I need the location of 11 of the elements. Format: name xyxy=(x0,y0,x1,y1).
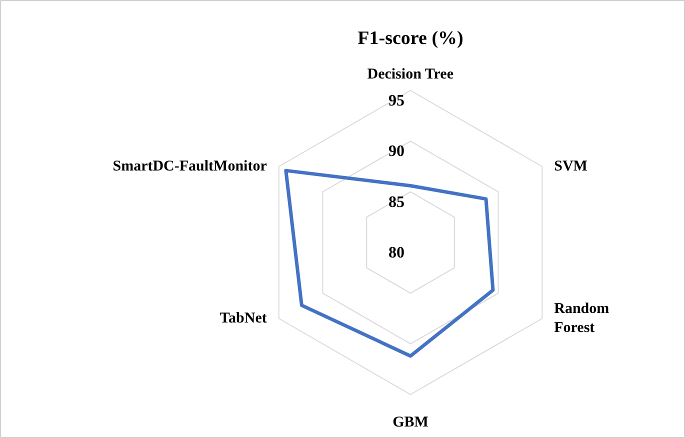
spoke-label: Decision Tree xyxy=(367,66,454,82)
chart-title: F1-score (%) xyxy=(358,28,464,49)
y-tick-label: 85 xyxy=(388,194,404,211)
y-tick-label: 95 xyxy=(388,92,404,110)
spoke-label: TabNet xyxy=(220,310,267,326)
spoke-label: SmartDC-FaultMonitor xyxy=(112,158,268,174)
y-tick-label: 90 xyxy=(388,143,404,160)
spoke-label: Random Forest xyxy=(554,300,610,336)
y-tick-label: 80 xyxy=(388,244,404,262)
spoke-label: SVM xyxy=(554,158,588,174)
spoke-label: GBM xyxy=(392,414,428,430)
